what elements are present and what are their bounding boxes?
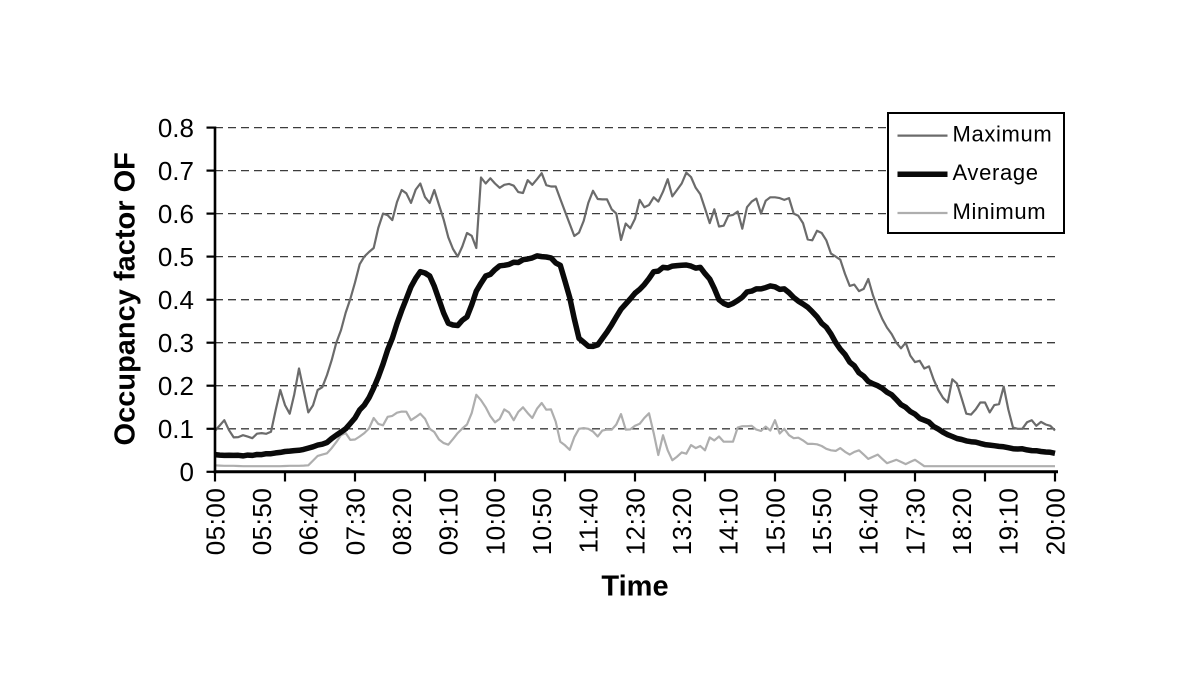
svg-text:15:50: 15:50 <box>807 488 837 556</box>
svg-text:0.8: 0.8 <box>158 113 194 143</box>
svg-text:08:20: 08:20 <box>387 488 417 556</box>
svg-text:06:40: 06:40 <box>294 488 324 556</box>
svg-text:05:50: 05:50 <box>247 488 277 556</box>
svg-text:13:20: 13:20 <box>667 488 697 556</box>
svg-text:17:30: 17:30 <box>900 488 930 556</box>
svg-text:0.7: 0.7 <box>158 156 194 186</box>
svg-text:0.3: 0.3 <box>158 328 194 358</box>
svg-text:Occupancy factor OF: Occupancy factor OF <box>110 152 142 445</box>
svg-text:0.4: 0.4 <box>158 285 194 315</box>
svg-text:0.5: 0.5 <box>158 242 194 272</box>
svg-text:19:10: 19:10 <box>994 488 1024 556</box>
svg-text:14:10: 14:10 <box>714 488 744 556</box>
svg-text:0.2: 0.2 <box>158 371 194 401</box>
svg-text:Average: Average <box>953 160 1039 185</box>
svg-text:Minimum: Minimum <box>953 199 1047 224</box>
svg-text:0.1: 0.1 <box>158 414 194 444</box>
svg-text:11:40: 11:40 <box>574 488 604 554</box>
svg-text:Maximum: Maximum <box>953 121 1053 146</box>
svg-text:20:00: 20:00 <box>1040 488 1070 556</box>
svg-text:10:00: 10:00 <box>480 488 510 556</box>
svg-text:12:30: 12:30 <box>620 488 650 556</box>
svg-text:Time: Time <box>601 570 668 602</box>
svg-text:16:40: 16:40 <box>854 488 884 556</box>
svg-text:0.6: 0.6 <box>158 199 194 229</box>
svg-text:0: 0 <box>180 457 194 487</box>
svg-text:18:20: 18:20 <box>947 488 977 556</box>
svg-text:05:00: 05:00 <box>200 488 230 556</box>
svg-text:15:00: 15:00 <box>760 488 790 556</box>
svg-text:09:10: 09:10 <box>434 488 464 556</box>
svg-text:07:30: 07:30 <box>340 488 370 556</box>
svg-text:10:50: 10:50 <box>527 488 557 556</box>
